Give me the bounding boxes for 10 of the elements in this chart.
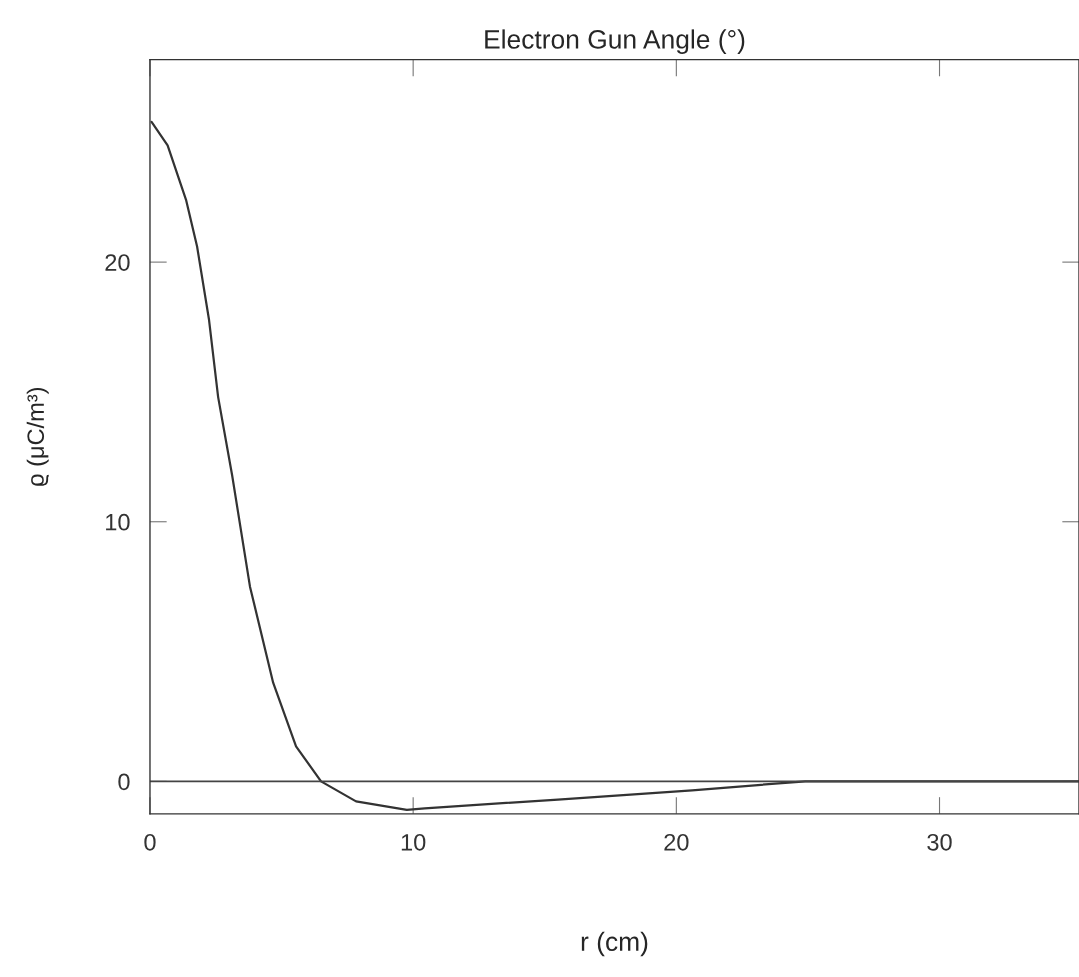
y-tick-label: 20 [105, 254, 130, 271]
x-tick-label: 20 [664, 833, 689, 851]
y-tick-label: 0 [118, 773, 130, 791]
x-tick-label: 30 [927, 833, 952, 851]
x-tick-label: 0 [144, 833, 156, 851]
x-tick-label: 10 [401, 833, 426, 851]
y-tick-label: 10 [106, 513, 130, 531]
x-axis-title: r (cm) [581, 931, 648, 957]
chart-title: Electron Gun Angle (°) [485, 29, 745, 54]
y-axis-title: ϱ (μC/m³) [26, 387, 49, 486]
